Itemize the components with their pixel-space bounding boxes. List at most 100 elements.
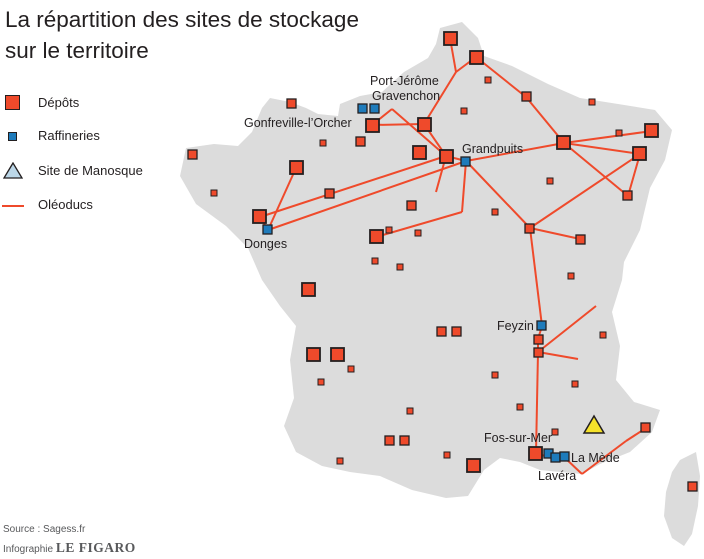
pipeline-segment xyxy=(563,142,629,197)
depot-marker xyxy=(414,229,422,237)
depot-marker xyxy=(640,422,651,433)
label-la-mede: La Mède xyxy=(571,451,620,465)
title-line-2: sur le territoire xyxy=(5,38,149,63)
depot-marker xyxy=(396,263,404,271)
pipeline-segment xyxy=(475,56,527,98)
depot-marker xyxy=(622,190,633,201)
refinery-marker xyxy=(357,103,368,114)
depot-marker xyxy=(406,200,417,211)
pipeline-segment xyxy=(563,142,641,155)
depot-marker xyxy=(567,272,575,280)
legend-label-pipelines: Oléoducs xyxy=(38,197,93,212)
credit-line: Infographie LE FIGARO xyxy=(3,540,136,556)
depot-marker xyxy=(460,107,468,115)
triangle-icon xyxy=(3,162,23,179)
depot-marker xyxy=(319,139,327,147)
depot-marker xyxy=(301,282,316,297)
refinery-marker xyxy=(262,224,273,235)
depot-marker xyxy=(451,326,462,337)
refinery-marker xyxy=(559,451,570,462)
depot-marker xyxy=(286,98,297,109)
depot-marker xyxy=(210,189,218,197)
refinery-swatch-icon xyxy=(8,132,17,141)
pipeline-segment xyxy=(627,153,641,197)
pipeline-segment xyxy=(529,227,543,327)
depot-marker xyxy=(533,347,544,358)
depot-marker xyxy=(336,457,344,465)
legend-item-depots: Dépôts xyxy=(0,91,110,115)
label-lavera: Lavéra xyxy=(538,469,576,483)
medium-depots xyxy=(187,91,698,492)
legend-label-depots: Dépôts xyxy=(38,95,80,110)
pipeline-segment xyxy=(465,142,565,162)
depot-marker xyxy=(521,91,532,102)
pipeline-swatch-icon xyxy=(2,205,24,207)
pipeline-segment xyxy=(535,351,539,455)
depot-marker xyxy=(252,209,267,224)
depot-marker xyxy=(484,76,492,84)
depot-marker xyxy=(588,98,596,106)
pipeline-segment xyxy=(537,305,597,353)
label-donges: Donges xyxy=(244,237,287,251)
depot-marker xyxy=(571,380,579,388)
pipeline-segment xyxy=(371,123,425,126)
pipeline-segment xyxy=(267,167,297,231)
source-name: Sagess.fr xyxy=(43,524,86,535)
depot-marker xyxy=(399,435,410,446)
depot-marker xyxy=(533,334,544,345)
le-figaro-logo: LE FIGARO xyxy=(55,540,136,555)
depot-marker xyxy=(516,403,524,411)
refinery-marker xyxy=(460,156,471,167)
depot-marker xyxy=(644,123,659,138)
credit-label: Infographie xyxy=(3,544,54,555)
depot-marker xyxy=(406,407,414,415)
large-depots xyxy=(252,31,659,473)
pipeline-segment xyxy=(563,130,653,144)
pipeline-segment xyxy=(537,351,579,360)
pipeline-segment xyxy=(267,160,467,231)
pipeline-segment xyxy=(465,160,531,229)
manosque-site-marker xyxy=(582,414,606,434)
source-line: Source : Sagess.fr xyxy=(3,524,85,535)
pipeline-segment xyxy=(461,160,467,213)
depot-marker xyxy=(687,481,698,492)
pipeline-segment xyxy=(423,71,457,125)
depot-marker xyxy=(330,347,345,362)
refineries xyxy=(262,103,570,463)
small-depots xyxy=(210,76,623,465)
refinery-marker xyxy=(369,103,380,114)
label-gonfreville: Gonfreville-l’Orcher xyxy=(244,116,352,130)
depot-swatch-icon xyxy=(5,95,20,110)
depot-marker xyxy=(556,135,571,150)
depot-marker xyxy=(632,146,647,161)
pipeline-segment xyxy=(529,153,641,229)
title-line-1: La répartition des sites de stockage xyxy=(5,7,359,32)
depot-marker xyxy=(551,428,559,436)
label-grandpuits: Grandpuits xyxy=(462,142,523,156)
depot-marker xyxy=(546,177,554,185)
legend-label-manosque: Site de Manosque xyxy=(38,163,143,178)
depot-marker xyxy=(599,331,607,339)
refinery-marker xyxy=(550,452,561,463)
pipeline-segment xyxy=(529,227,581,240)
depot-marker xyxy=(347,365,355,373)
label-port-jerome: Port-Jérôme xyxy=(370,74,439,88)
depot-marker xyxy=(371,257,379,265)
depot-marker xyxy=(289,160,304,175)
depot-marker xyxy=(443,451,451,459)
depot-marker xyxy=(466,458,481,473)
depot-marker xyxy=(469,50,484,65)
depot-marker xyxy=(317,378,325,386)
depot-marker xyxy=(306,347,321,362)
legend-item-pipelines: Oléoducs xyxy=(0,194,110,218)
france-mainland xyxy=(180,22,672,498)
depot-marker xyxy=(355,136,366,147)
label-gravenchon: Gravenchon xyxy=(372,89,440,103)
depot-marker xyxy=(187,149,198,160)
pipeline-segment xyxy=(391,108,447,157)
depot-marker xyxy=(324,188,335,199)
depot-marker xyxy=(365,118,380,133)
source-label: Source : xyxy=(3,524,41,535)
depot-marker xyxy=(443,31,458,46)
pipeline-segment xyxy=(581,440,627,475)
